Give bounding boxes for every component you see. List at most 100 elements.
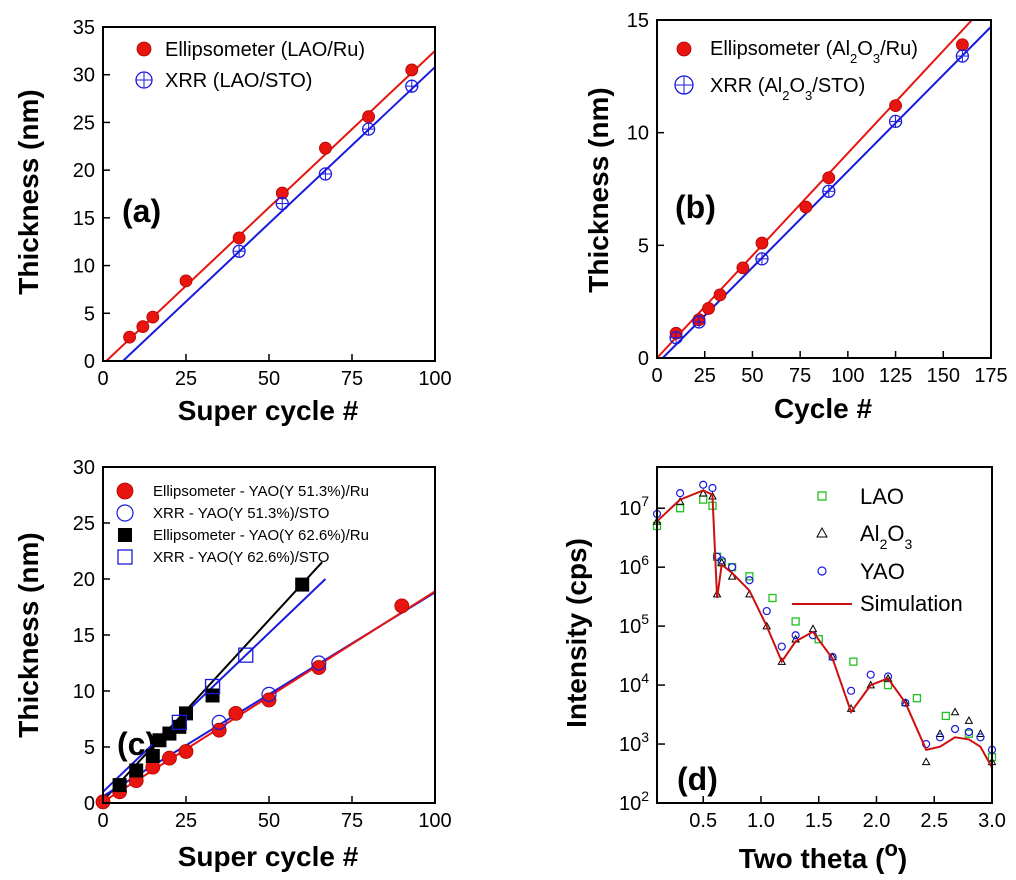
- panel-b-point-0-8: [889, 99, 902, 113]
- panel-d-point-0-8: [768, 593, 777, 603]
- panel-d-point-2-6: [727, 563, 737, 572]
- panel-a-ytick-label-15: 15: [73, 208, 95, 230]
- panel-d-legend: LAO Al2O3 YAO Simulation: [792, 484, 963, 616]
- panel-c-ytick-label-20: 20: [73, 569, 95, 591]
- panel-b-point-0-6: [799, 200, 813, 214]
- panel-d-point-2-21: [976, 733, 985, 742]
- panel-c-series-xrr-yao-y-62-6-sto: [171, 647, 254, 731]
- panel-c-fit-line-0: [102, 578, 327, 793]
- legend-label-ellipsometer-al2o3: Ellipsometer (Al2O3/Ru): [710, 38, 918, 66]
- panel-c-series-xrr-yao-y-51-3-sto: [211, 655, 327, 730]
- legend-marker-xrr-al2o3-symbol: [674, 75, 694, 95]
- panel-c-point-2-5: [172, 719, 187, 734]
- panel-b-fit-line-1: [662, 26, 992, 359]
- panel-d-point-2-9: [777, 642, 786, 651]
- legend-label-xrr-al2o3: XRR (Al2O3/STO): [710, 75, 865, 103]
- panel-b-frame: [656, 19, 992, 359]
- panel-d-xtick-label-1: 1.0: [747, 810, 775, 832]
- panel-d-point-0-14: [941, 711, 950, 721]
- panel-c-xtick-label-75: 75: [341, 810, 363, 832]
- legend-marker-ellipsometer-al2o3-symbol: [676, 41, 692, 57]
- panel-c-legend: Ellipsometer - YAO(Y 51.3%)/Ru XRR - YAO…: [116, 482, 369, 566]
- panel-a-series-xrr-lao-sto: [232, 79, 419, 258]
- panel-d-point-2-7: [745, 576, 754, 585]
- panel-d-point-2-18: [935, 733, 945, 742]
- panel-d-point-2-14: [866, 670, 875, 679]
- panel-c-point-1-0: [211, 714, 227, 730]
- legend-label-lao: LAO: [860, 484, 904, 509]
- panel-b-point-1-3: [822, 184, 836, 198]
- panel-c-point-0-10: [394, 598, 410, 614]
- panel-c-point-2-8: [295, 577, 310, 592]
- legend-marker-ellipsometer-al2o3: [676, 41, 692, 57]
- panel-d-point-2-16: [901, 698, 910, 707]
- legend-marker-al2o3-symbol: [816, 526, 828, 538]
- panel-b-legend: Ellipsometer (Al2O3/Ru) XRR (Al2O3/STO): [674, 38, 918, 103]
- panel-c-point-2-1: [129, 763, 144, 778]
- panel-a-ytick-label-30: 30: [73, 65, 95, 87]
- panel-d-xtick-label-2-5: 2.5: [920, 810, 948, 832]
- panel-d-point-0-10: [814, 635, 823, 644]
- legend-marker-yao-symbol: [817, 566, 827, 576]
- panel-a-xtick-label-25: 25: [175, 368, 197, 390]
- panel-d-series-simulation: [656, 489, 993, 768]
- panel-a-label: (a): [122, 193, 161, 229]
- panel-b-point-0-7: [822, 171, 836, 185]
- panel-c-xtick-label-0: 0: [97, 810, 108, 832]
- panel-c-ylabel: Thickness (nm): [13, 532, 44, 737]
- panel-a-ytick-label-0: 0: [84, 351, 95, 373]
- panel-a-point-0-2: [146, 310, 160, 324]
- panel-c-point-0-9: [311, 660, 327, 675]
- panel-d-point-2-3: [708, 483, 717, 493]
- panel-b-point-0-3: [713, 288, 727, 302]
- panel-b-xlabel: Cycle #: [774, 393, 872, 424]
- legend-marker-xrr-yao513-symbol: [116, 504, 134, 522]
- panel-a-point-0-7: [362, 110, 376, 124]
- panel-b-xtick-label-25: 25: [694, 365, 716, 387]
- panel-d-point-2-10: [791, 631, 800, 640]
- panel-c-ytick-label-25: 25: [73, 513, 95, 535]
- panel-c-point-0-4: [161, 750, 177, 766]
- panel-c-series-ellipsometer-yao-y-62-6-ru: [112, 577, 310, 793]
- panel-a-xtick-label-100: 100: [418, 368, 451, 390]
- panel-d: Intensity (cps) Two theta (o) (d) 0.5 1.0…: [561, 466, 1006, 874]
- legend-label-yao: YAO: [860, 559, 905, 584]
- panel-a-xtick-label-50: 50: [258, 368, 280, 390]
- legend-marker-xrr-lao: [135, 71, 153, 89]
- panel-b: Thickness (nm) Cycle # (b) 0 25 50 75 100 125…: [583, 10, 1008, 424]
- panel-c-point-3-0: [171, 714, 188, 731]
- panel-c-point-0-8: [261, 692, 277, 708]
- panel-d-point-0-13: [912, 694, 922, 703]
- panel-a-ytick-label-20: 20: [73, 160, 95, 182]
- panel-a-series-ellipsometer-lao-ru: [123, 63, 419, 344]
- panel-d-ytick-label-10000000: 107: [619, 493, 649, 520]
- legend-label-xrr-yao626: XRR - YAO(Y 62.6%)/STO: [153, 549, 329, 566]
- panel-d-point-2-13: [846, 686, 856, 695]
- panel-b-ylabel: Thickness (nm): [583, 87, 614, 292]
- panel-a-ytick-label-25: 25: [73, 112, 95, 134]
- panel-b-fit-line-0: [656, 19, 973, 359]
- panel-d-ytick-label-100: 102: [619, 788, 649, 815]
- legend-label-ellipsometer-yao626: Ellipsometer - YAO(Y 62.6%)/Ru: [153, 527, 369, 544]
- panel-d-point-2-8: [762, 606, 771, 616]
- panel-c-point-2-6: [179, 706, 193, 721]
- panel-d-point-1-21: [976, 729, 985, 737]
- panel-b-point-1-1: [692, 315, 706, 329]
- panel-c-ytick-label-10: 10: [73, 681, 95, 703]
- panel-a-point-0-4: [232, 231, 246, 245]
- legend-marker-xrr-yao626-symbol: [117, 549, 133, 565]
- panel-b-xtick-label-75: 75: [789, 365, 811, 387]
- panel-d-ylabel: Intensity (cps): [561, 538, 592, 728]
- legend-label-ellipsometer-lao: Ellipsometer (LAO/Ru): [165, 39, 365, 61]
- panel-c-point-3-2: [238, 647, 254, 663]
- panel-d-point-2-20: [964, 727, 973, 737]
- panel-d-frame: [656, 466, 993, 804]
- legend-marker-ellipsometer-lao: [136, 41, 152, 57]
- legend-marker-lao-symbol: [817, 491, 827, 501]
- panel-b-label: (b): [675, 189, 716, 225]
- legend-marker-ellipsometer-yao626-symbol: [118, 528, 132, 542]
- panel-b-point-0-2: [702, 302, 715, 315]
- panel-d-point-1-17: [921, 757, 931, 766]
- panel-d-point-0-7: [745, 572, 754, 581]
